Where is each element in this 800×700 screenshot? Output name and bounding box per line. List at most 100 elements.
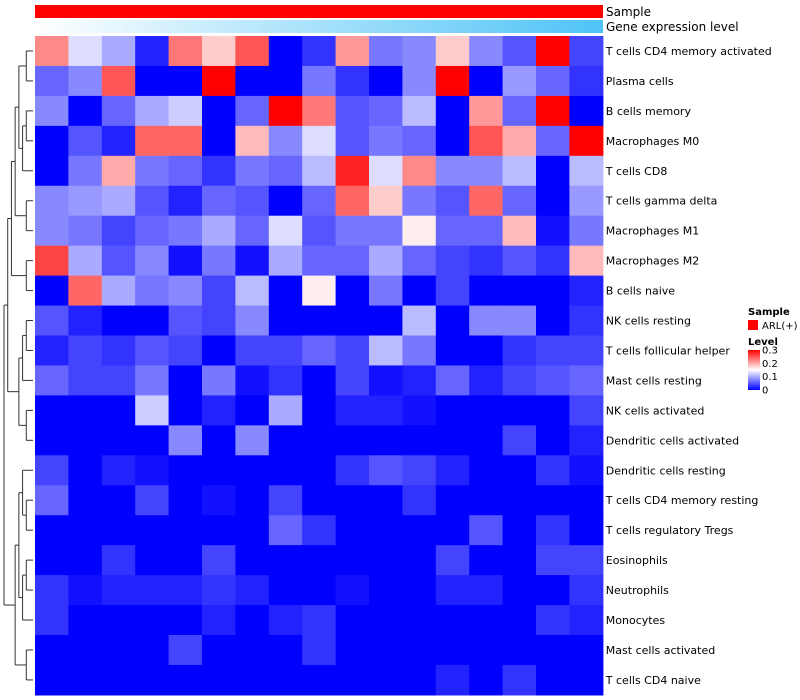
heatmap-cell <box>369 425 403 456</box>
heatmap-cell <box>101 455 136 486</box>
heatmap-cell <box>35 155 69 187</box>
heatmap-cell <box>369 65 403 97</box>
heatmap-cell <box>502 635 537 666</box>
heatmap-cell <box>35 605 69 636</box>
heatmap-cell <box>502 515 537 546</box>
heatmap-cell <box>335 275 370 307</box>
heatmap-cell <box>435 575 470 606</box>
heatmap-cell <box>435 395 470 426</box>
heatmap-cell <box>335 635 370 666</box>
heatmap-cell <box>369 365 403 396</box>
heatmap-cell <box>168 215 203 247</box>
heatmap-cell <box>135 36 170 67</box>
heatmap-cell <box>435 36 470 67</box>
heatmap-cell <box>302 635 337 666</box>
heatmap-cell <box>268 275 303 307</box>
heatmap-cell <box>168 635 203 666</box>
heatmap-cell <box>369 125 403 157</box>
heatmap-cell <box>435 485 470 516</box>
heatmap-cell <box>302 515 337 546</box>
heatmap-cell <box>168 36 203 67</box>
heatmap-cell <box>402 185 437 217</box>
heatmap-cell <box>68 245 103 277</box>
heatmap-cell <box>536 125 570 157</box>
heatmap-cell <box>101 305 136 337</box>
heatmap-cell <box>335 36 370 67</box>
heatmap-cell <box>168 485 203 516</box>
heatmap-cell <box>502 245 537 277</box>
heatmap-cell <box>68 395 103 426</box>
row-label: T cells CD4 naive <box>605 674 701 687</box>
row-label: T cells gamma delta <box>605 195 718 208</box>
heatmap-cell <box>268 365 303 396</box>
heatmap-cell <box>469 365 504 396</box>
heatmap-cell <box>135 365 170 396</box>
heatmap-cell <box>68 125 103 157</box>
heatmap-cell <box>302 575 337 606</box>
heatmap-cell <box>536 485 570 516</box>
heatmap-cell <box>335 575 370 606</box>
heatmap-cell <box>235 125 270 157</box>
heatmap-cell <box>135 545 170 576</box>
legend-level-title: Level <box>748 337 778 348</box>
heatmap-cell <box>135 95 170 127</box>
heatmap-cell <box>335 155 370 187</box>
heatmap-cell <box>135 335 170 367</box>
heatmap-cell <box>235 365 270 396</box>
heatmap-cell <box>202 125 236 157</box>
heatmap-cell <box>235 95 270 127</box>
heatmap-cell <box>202 185 236 217</box>
heatmap-cell <box>35 545 69 576</box>
heatmap-cell <box>502 125 537 157</box>
heatmap-cell <box>202 335 236 367</box>
heatmap-cell <box>569 36 604 67</box>
heatmap-cell <box>235 305 270 337</box>
heatmap-cell <box>302 335 337 367</box>
heatmap-cell <box>168 245 203 277</box>
heatmap-cell <box>268 515 303 546</box>
heatmap-cell <box>101 605 136 636</box>
heatmap-cell <box>68 515 103 546</box>
heatmap-cell <box>569 95 604 127</box>
heatmap-cell <box>68 485 103 516</box>
row-label: Monocytes <box>606 614 666 627</box>
heatmap-cell <box>35 65 69 97</box>
heatmap-cell <box>435 305 470 337</box>
heatmap-cell <box>68 95 103 127</box>
heatmap-cell <box>369 36 403 67</box>
heatmap-cell <box>335 664 370 696</box>
heatmap-cell <box>469 305 504 337</box>
heatmap-cell <box>268 215 303 247</box>
heatmap-cell <box>168 95 203 127</box>
heatmap-cell <box>101 365 136 396</box>
heatmap-cell <box>268 155 303 187</box>
heatmap-cell <box>569 335 604 367</box>
heatmap-cell <box>569 125 604 157</box>
heatmap-cell <box>135 275 170 307</box>
row-label: Macrophages M2 <box>606 255 699 268</box>
heatmap-cell <box>569 515 604 546</box>
heatmap-cell <box>435 605 470 636</box>
heatmap-cell <box>569 425 604 456</box>
heatmap-cell <box>101 65 136 97</box>
heatmap-cell <box>302 275 337 307</box>
heatmap-cell <box>569 575 604 606</box>
heatmap-cell <box>369 545 403 576</box>
heatmap-cell <box>35 664 69 696</box>
heatmap-cell <box>235 65 270 97</box>
heatmap-cell <box>469 515 504 546</box>
heatmap-cell <box>536 515 570 546</box>
heatmap-cell <box>235 36 270 67</box>
legend: Sample ARL(+) Level 0.3 0.2 0.1 0 <box>748 307 798 397</box>
heatmap-cell <box>302 365 337 396</box>
heatmap-cell <box>469 245 504 277</box>
heatmap-cell <box>402 245 437 277</box>
sample-annotation-label: Sample <box>606 5 651 19</box>
heatmap-cell <box>402 485 437 516</box>
heatmap-cell <box>502 485 537 516</box>
heatmap-cell <box>135 575 170 606</box>
heatmap-cell <box>536 185 570 217</box>
heatmap-cell <box>335 515 370 546</box>
heatmap-cell <box>268 635 303 666</box>
heatmap-cell <box>369 664 403 696</box>
